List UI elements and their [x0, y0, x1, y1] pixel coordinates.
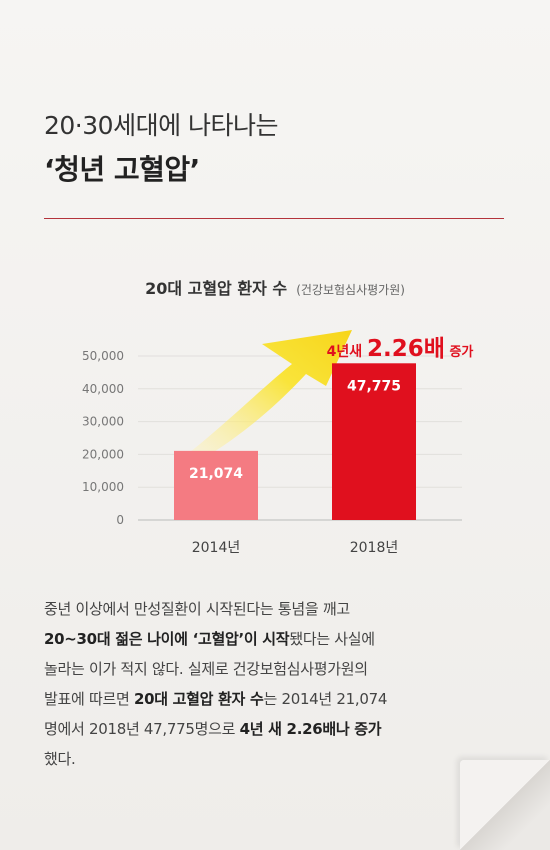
body-bold-span: 20~30대 젊은 나이에 ‘고혈압’이 시작: [44, 630, 290, 648]
y-tick-label: 40,000: [82, 382, 124, 396]
page-curl: [460, 760, 550, 850]
growth-annotation-suffix: 증가: [445, 345, 473, 360]
body-bold-span: 4년 새 2.26배나 증가: [239, 720, 382, 738]
bar-2: [332, 363, 416, 520]
chart-title: 20대 고혈압 환자 수 (건강보험심사평가원): [0, 275, 550, 299]
body-text-span: 했다.: [44, 750, 76, 768]
y-tick-label: 30,000: [82, 415, 124, 429]
headline: 20·30세대에 나타나는 ‘청년 고혈압’: [44, 106, 279, 188]
body-line: 명에서 2018년 47,775명으로 4년 새 2.26배나 증가: [44, 714, 514, 744]
bar-1: [174, 450, 258, 520]
bar-chart: 0 10,000 20,000 30,000 40,000 50,000 21,074 47…: [82, 330, 474, 556]
chart-title-main: 20대 고혈압 환자 수: [145, 279, 288, 298]
body-text-span: 놀라는 이가 적지 않다. 실제로 건강보험심사평가원의: [44, 660, 368, 678]
body-text-span: 됐다는 사실에: [289, 630, 375, 648]
y-tick-label: 0: [116, 513, 124, 527]
growth-annotation-prefix: 4년새: [327, 344, 367, 360]
body-line: 20~30대 젊은 나이에 ‘고혈압’이 시작됐다는 사실에: [44, 624, 514, 654]
divider: [44, 218, 504, 219]
y-tick-label: 10,000: [82, 480, 124, 494]
body-text-span: 는 2014년 21,074: [263, 690, 388, 708]
body-bold-span: 20대 고혈압 환자 수: [133, 690, 264, 708]
bar-value-label: 21,074: [189, 466, 243, 482]
body-line: 중년 이상에서 만성질환이 시작된다는 통념을 깨고: [44, 594, 514, 624]
body-line: 놀라는 이가 적지 않다. 실제로 건강보험심사평가원의: [44, 654, 514, 684]
bar-value-label: 47,775: [347, 378, 401, 394]
x-category-label: 2018년: [350, 540, 399, 556]
growth-annotation: 4년새 2.26배 증가: [327, 336, 474, 362]
headline-line1: 20·30세대에 나타나는: [44, 111, 279, 140]
growth-annotation-value: 2.26배: [367, 336, 445, 362]
body-text-span: 명에서 2018년 47,775명으로: [44, 720, 240, 738]
y-tick-label: 20,000: [82, 447, 124, 461]
body-text-span: 발표에 따르면: [44, 690, 134, 708]
body-text-span: 중년 이상에서 만성질환이 시작된다는 통념을 깨고: [44, 600, 350, 618]
body-line: 발표에 따르면 20대 고혈압 환자 수는 2014년 21,074: [44, 684, 514, 714]
y-tick-label: 50,000: [82, 349, 124, 363]
x-category-label: 2014년: [192, 540, 241, 556]
body-line: 했다.: [44, 744, 514, 774]
chart-source: (건강보험심사평가원): [296, 283, 405, 297]
body-paragraph: 중년 이상에서 만성질환이 시작된다는 통념을 깨고 20~30대 젊은 나이에…: [44, 594, 514, 774]
headline-line2: ‘청년 고혈압’: [44, 153, 200, 186]
growth-arrow: [190, 330, 352, 458]
